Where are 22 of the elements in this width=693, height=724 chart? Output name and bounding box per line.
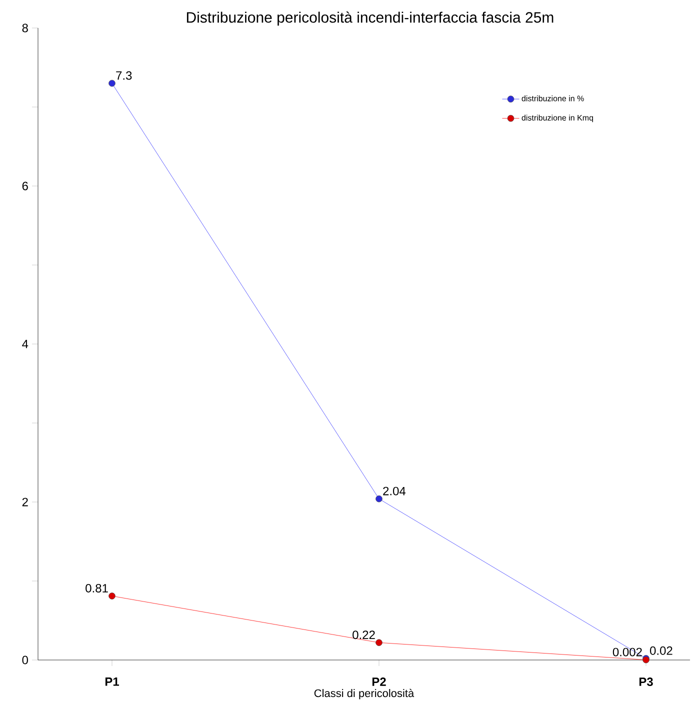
legend-label: distribuzione in % bbox=[522, 95, 584, 102]
x-axis-title: Classi di pericolosità bbox=[314, 688, 414, 700]
chart-title: Distribuzione pericolosità incendi-interfaccia fascia 25m bbox=[186, 12, 554, 26]
y-tick-label: 0 bbox=[22, 656, 28, 664]
y-tick-label: 4 bbox=[22, 340, 28, 348]
data-label: 0.22 bbox=[352, 630, 375, 640]
data-label: 0.002 bbox=[612, 648, 642, 656]
data-label: 7.3 bbox=[116, 71, 132, 80]
x-tick-label: P3 bbox=[639, 678, 653, 686]
legend-label: distribuzione in Kmq bbox=[522, 114, 593, 122]
data-label: 0.81 bbox=[86, 584, 108, 592]
point bbox=[108, 592, 116, 600]
point bbox=[376, 495, 382, 502]
y-tick-label: 2 bbox=[22, 498, 28, 506]
point bbox=[376, 639, 382, 646]
x-tick-label: P1 bbox=[105, 678, 119, 686]
data-label: 2.04 bbox=[383, 486, 406, 496]
x-tick-label: P2 bbox=[372, 678, 386, 686]
point bbox=[108, 80, 116, 87]
y-tick-label: 6 bbox=[22, 182, 28, 190]
y-tick-label: 8 bbox=[22, 24, 28, 32]
data-label: 0.02 bbox=[650, 646, 672, 655]
